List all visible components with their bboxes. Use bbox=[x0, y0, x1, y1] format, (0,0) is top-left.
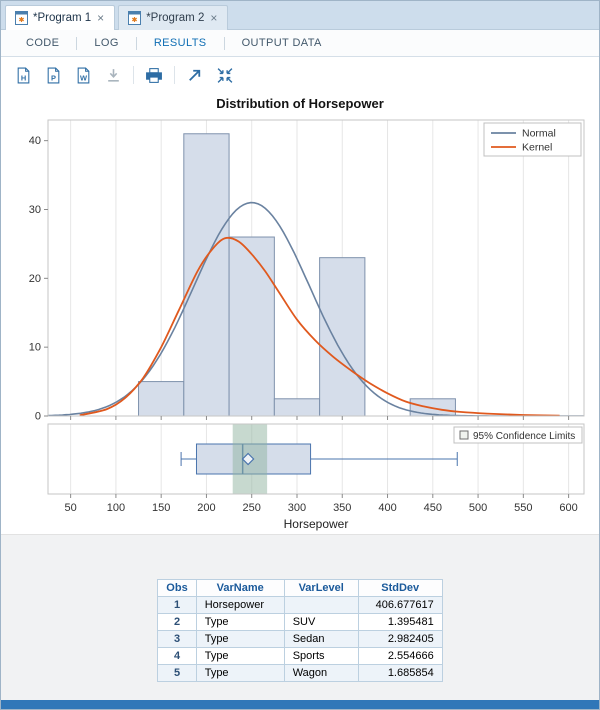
toolbar-divider bbox=[174, 66, 175, 84]
column-header: Obs bbox=[157, 579, 197, 597]
svg-text:350: 350 bbox=[333, 502, 351, 514]
tab-output-data[interactable]: OUTPUT DATA bbox=[241, 37, 322, 49]
stats-table: Obs VarName VarLevel StdDev 1 Horsepower 406.… bbox=[157, 579, 443, 682]
svg-text:150: 150 bbox=[152, 502, 170, 514]
svg-text:50: 50 bbox=[65, 502, 77, 514]
svg-text:400: 400 bbox=[378, 502, 396, 514]
tab-label: *Program 2 bbox=[146, 12, 205, 24]
tab-program-2[interactable]: *Program 2 × bbox=[118, 5, 229, 30]
distribution-chart: 0 10 20 30 40 Normal Kernel 95% Confidence Limi… bbox=[29, 119, 585, 531]
svg-text:600: 600 bbox=[559, 502, 577, 514]
printer-icon bbox=[146, 67, 162, 83]
obs-cell: 5 bbox=[157, 664, 197, 682]
table-row: 2 Type SUV 1.395481 bbox=[157, 613, 443, 631]
toolbar-divider bbox=[133, 66, 134, 84]
svg-text:500: 500 bbox=[469, 502, 487, 514]
data-cell: Type bbox=[195, 647, 285, 665]
obs-cell: 1 bbox=[157, 596, 197, 614]
pdf-file-icon: P bbox=[47, 67, 60, 83]
tab-program-1[interactable]: *Program 1 × bbox=[5, 5, 116, 30]
results-pane: Distribution of Horsepower 0 10 20 30 40 Norm… bbox=[1, 93, 599, 700]
data-cell: Type bbox=[195, 630, 285, 648]
data-cell: Sports bbox=[283, 647, 359, 665]
data-cell: Horsepower bbox=[195, 596, 285, 614]
data-cell: Sedan bbox=[283, 630, 359, 648]
data-cell bbox=[283, 596, 359, 614]
svg-text:Kernel: Kernel bbox=[522, 142, 552, 154]
obs-cell: 3 bbox=[157, 630, 197, 648]
table-row: 1 Horsepower 406.677617 bbox=[157, 596, 443, 614]
table-row: 5 Type Wagon 1.685854 bbox=[157, 664, 443, 682]
svg-text:Horsepower: Horsepower bbox=[284, 517, 349, 531]
collapse-button[interactable] bbox=[214, 65, 236, 86]
results-lower-section: Obs VarName VarLevel StdDev 1 Horsepower 406.… bbox=[1, 534, 599, 700]
svg-text:200: 200 bbox=[197, 502, 215, 514]
close-tab-icon[interactable]: × bbox=[210, 11, 218, 25]
program-tab-bar: *Program 1 × *Program 2 × bbox=[1, 1, 599, 30]
svg-text:40: 40 bbox=[29, 135, 41, 147]
data-cell: 2.554666 bbox=[357, 647, 443, 665]
bottom-bar bbox=[1, 700, 599, 709]
svg-text:P: P bbox=[51, 73, 56, 82]
close-tab-icon[interactable]: × bbox=[97, 11, 105, 25]
data-cell: 406.677617 bbox=[357, 596, 443, 614]
svg-text:W: W bbox=[80, 73, 87, 82]
svg-text:Normal: Normal bbox=[522, 128, 556, 140]
data-cell: Wagon bbox=[283, 664, 359, 682]
results-toolbar: H P W bbox=[1, 57, 599, 93]
svg-text:20: 20 bbox=[29, 273, 41, 285]
data-cell: 1.395481 bbox=[357, 613, 443, 631]
tab-code[interactable]: CODE bbox=[26, 37, 60, 49]
table-row: 3 Type Sedan 2.982405 bbox=[157, 630, 443, 648]
obs-cell: 4 bbox=[157, 647, 197, 665]
download-pdf-button[interactable]: P bbox=[43, 65, 64, 86]
stats-table-body: 1 Horsepower 406.677617 2 Type SUV 1.395481 3 Ty… bbox=[157, 596, 443, 682]
collapse-arrows-icon bbox=[217, 67, 233, 83]
rtf-file-icon: W bbox=[77, 67, 90, 83]
divider bbox=[76, 36, 78, 50]
html-file-icon: H bbox=[17, 67, 30, 83]
data-cell: Type bbox=[195, 664, 285, 682]
svg-text:450: 450 bbox=[424, 502, 442, 514]
view-tabs: CODE LOG RESULTS OUTPUT DATA bbox=[1, 30, 599, 57]
svg-text:100: 100 bbox=[107, 502, 125, 514]
chart-title: Distribution of Horsepower bbox=[216, 96, 384, 111]
divider bbox=[135, 36, 137, 50]
column-header: StdDev bbox=[357, 579, 443, 597]
svg-text:H: H bbox=[21, 73, 26, 82]
tab-results[interactable]: RESULTS bbox=[153, 37, 207, 49]
program-icon bbox=[15, 11, 28, 25]
external-arrow-icon bbox=[189, 69, 201, 81]
svg-text:10: 10 bbox=[29, 342, 41, 354]
download-rtf-button[interactable]: W bbox=[73, 65, 94, 86]
download-button[interactable] bbox=[103, 65, 124, 86]
svg-text:30: 30 bbox=[29, 204, 41, 216]
tab-log[interactable]: LOG bbox=[94, 37, 119, 49]
svg-text:250: 250 bbox=[243, 502, 261, 514]
data-cell: 1.685854 bbox=[357, 664, 443, 682]
open-in-new-window-button[interactable] bbox=[184, 65, 205, 86]
divider bbox=[223, 36, 225, 50]
download-icon bbox=[108, 68, 119, 82]
table-row: 4 Type Sports 2.554666 bbox=[157, 647, 443, 665]
stats-table-header-row: Obs VarName VarLevel StdDev bbox=[157, 579, 443, 597]
tab-label: *Program 1 bbox=[33, 12, 92, 24]
print-button[interactable] bbox=[143, 65, 165, 86]
svg-text:0: 0 bbox=[35, 411, 41, 423]
svg-text:300: 300 bbox=[288, 502, 306, 514]
data-cell: SUV bbox=[283, 613, 359, 631]
svg-text:95% Confidence Limits: 95% Confidence Limits bbox=[473, 431, 575, 442]
column-header: VarName bbox=[195, 579, 285, 597]
data-cell: 2.982405 bbox=[357, 630, 443, 648]
program-icon bbox=[128, 11, 142, 25]
column-header: VarLevel bbox=[283, 579, 359, 597]
data-cell: Type bbox=[195, 613, 285, 631]
obs-cell: 2 bbox=[157, 613, 197, 631]
download-html-button[interactable]: H bbox=[13, 65, 34, 86]
svg-text:550: 550 bbox=[514, 502, 532, 514]
